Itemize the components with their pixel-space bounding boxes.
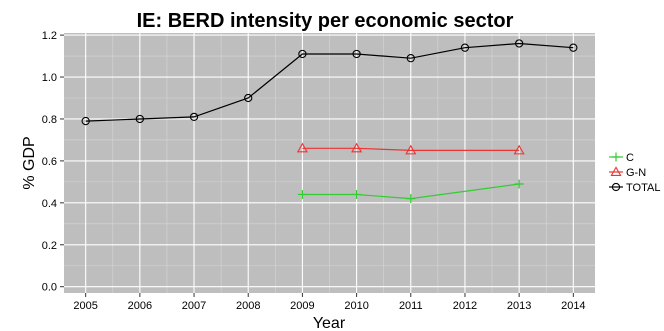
data-point-total — [514, 39, 524, 48]
legend-label: TOTAL — [626, 182, 660, 194]
data-point-g-n — [513, 144, 525, 155]
y-tick-label: 0.4 — [42, 198, 57, 210]
data-point-total — [298, 49, 307, 59]
data-point-g-n — [296, 142, 308, 153]
x-tick-label: 2013 — [507, 300, 531, 312]
data-point-total — [569, 43, 578, 52]
y-tick-label: 0.8 — [42, 114, 57, 126]
data-point-c — [297, 189, 307, 199]
data-point-total — [189, 112, 199, 122]
chart-title: IE: BERD intensity per economic sector — [137, 10, 514, 32]
y-tick-label: 0.0 — [42, 282, 57, 294]
data-point-total — [352, 49, 361, 59]
data-point-total — [81, 116, 90, 126]
y-axis-ticks: 0.0 0.2 0.4 0.6 0.8 1.0 1.2 — [42, 30, 64, 294]
x-tick-label: 2010 — [344, 300, 368, 312]
y-tick-label: 1.0 — [42, 72, 57, 84]
legend-label: C — [626, 152, 634, 164]
series-line-c — [302, 183, 520, 200]
series-g-n — [296, 142, 525, 155]
x-tick-label: 2006 — [128, 300, 152, 312]
x-tick-label: 2008 — [236, 300, 260, 312]
legend-item-total: TOTAL — [609, 182, 660, 194]
data-point-total — [460, 43, 470, 52]
x-tick-label: 2014 — [561, 300, 585, 312]
series-line-g-n — [302, 147, 520, 151]
legend-item-c: C — [609, 152, 634, 164]
data-point-total — [135, 114, 145, 124]
legend-item-g-n: G-N — [609, 166, 646, 179]
x-tick-label: 2005 — [73, 300, 97, 312]
legend: C G-N TOTAL — [609, 152, 660, 194]
data-point-total — [406, 54, 415, 63]
y-tick-label: 1.2 — [42, 30, 57, 42]
data-point-g-n — [351, 142, 363, 153]
y-tick-label: 0.6 — [42, 156, 57, 168]
x-tick-label: 2009 — [290, 300, 314, 312]
series-total — [81, 39, 578, 126]
x-tick-label: 2012 — [453, 300, 477, 312]
y-axis-title: % GDP — [21, 136, 38, 189]
legend-label: G-N — [626, 167, 646, 179]
x-axis-ticks: 2005 2006 2007 2008 2009 2010 2011 2012 2013 2014 — [73, 293, 586, 312]
major-gridlines — [64, 33, 595, 293]
x-tick-label: 2007 — [182, 300, 206, 312]
data-point-c — [352, 189, 362, 199]
data-point-total — [244, 93, 253, 103]
legend-key-marker — [610, 166, 622, 176]
series-line-total — [85, 42, 574, 122]
data-point-c — [514, 179, 524, 189]
y-tick-label: 0.2 — [42, 240, 57, 252]
series-layer — [81, 39, 578, 204]
data-point-g-n — [405, 144, 417, 155]
data-point-c — [406, 194, 416, 204]
x-tick-label: 2011 — [399, 300, 423, 312]
minor-gridlines — [64, 33, 595, 293]
legend-key-marker — [611, 182, 621, 192]
x-axis-title: Year — [313, 315, 346, 331]
legend-key-marker — [611, 152, 621, 162]
series-c — [297, 179, 524, 204]
